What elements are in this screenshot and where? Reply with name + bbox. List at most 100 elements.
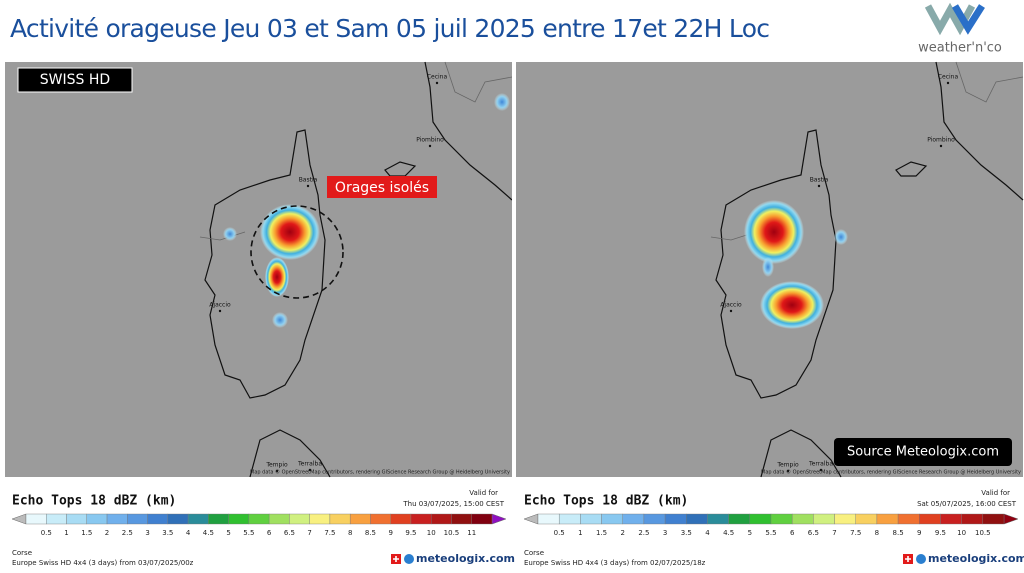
scale-label: 6.5 (284, 529, 295, 537)
cell (744, 200, 804, 264)
source: Source Meteologix.com (847, 445, 999, 460)
scale-label: 5.5 (243, 529, 254, 537)
flag-cross (905, 556, 911, 562)
annotation: Orages isolés (335, 180, 429, 196)
place-label: Terralba (297, 461, 322, 468)
scale-box (349, 513, 371, 525)
arrow (1003, 513, 1019, 525)
scale-box (940, 513, 962, 525)
scale-box (390, 513, 412, 525)
place-dot (306, 184, 310, 188)
logo-text: weather'n'co (918, 41, 1002, 56)
title: Activité orageuse Jeu 03 et Sam 05 juil … (10, 14, 770, 43)
scale-box (329, 513, 351, 525)
scale-label: 10 (957, 529, 966, 537)
scale-label: 3 (663, 529, 667, 537)
scale-label: 10.5 (975, 529, 991, 537)
cell (834, 229, 848, 245)
scale-label: 3 (145, 529, 149, 537)
divider (512, 62, 515, 477)
logo-mark (951, 4, 985, 35)
scale-label: 3.5 (681, 529, 692, 537)
place-dot (275, 469, 279, 473)
brand: meteologix.com (416, 552, 515, 565)
scale-label: 7 (832, 529, 836, 537)
legend: Echo Tops 18 dBZ (km) Valid for Thu 03/07/… (11, 489, 515, 567)
valid-label: Valid for (981, 489, 1010, 497)
scale-label: 8.5 (365, 529, 376, 537)
scale-box (147, 513, 169, 525)
scale-box (961, 513, 984, 525)
scale-label: 4.5 (723, 529, 734, 537)
scale-box (370, 513, 391, 525)
scale-label: 2.5 (638, 529, 649, 537)
place-label: Tempio (776, 462, 799, 469)
scale-box (208, 513, 229, 525)
region: Corse (524, 549, 544, 557)
scale-label: 10.5 (444, 529, 460, 537)
scale-box (66, 513, 87, 525)
scale-box (187, 513, 209, 525)
place-label: Piombino (927, 137, 955, 144)
scale-box (601, 513, 623, 525)
scale-label: 0.5 (41, 529, 52, 537)
place-dot (817, 184, 821, 188)
scale-label: 2 (620, 529, 624, 537)
place-label: Cecina (427, 74, 448, 81)
place-dot (308, 468, 312, 472)
cell (223, 227, 237, 241)
scale-label: 8.5 (893, 529, 904, 537)
scale-box (580, 513, 602, 525)
badge-box (17, 67, 133, 93)
arrow (491, 513, 507, 525)
scale-box (686, 513, 708, 525)
place-label: Cecina (938, 74, 959, 81)
scale-box (289, 513, 310, 525)
scale-box (897, 513, 920, 525)
scale-box (248, 513, 270, 525)
scale-label: 4.5 (203, 529, 214, 537)
scale-box (25, 513, 47, 525)
cell (260, 204, 320, 260)
cell (272, 312, 288, 328)
scale-label: 6 (790, 529, 795, 537)
scale-label: 9.5 (405, 529, 416, 537)
scale-label: 5.5 (765, 529, 776, 537)
scale-label: 9.5 (935, 529, 946, 537)
place-dot (435, 81, 439, 85)
scale-label: 2 (105, 529, 109, 537)
arrow (11, 513, 27, 525)
scale-label: 11 (467, 529, 476, 537)
scale-label: 1 (578, 529, 582, 537)
scale-label: 6 (267, 529, 272, 537)
map-panel: Orages isolés SWISS HD Cecina Piombino Bas… (4, 61, 513, 478)
scale-box (622, 513, 645, 525)
scale-label: 4 (705, 529, 710, 537)
attribution: Map data © OpenStreetMap contributors, r… (761, 469, 1021, 476)
source-box (834, 438, 1012, 466)
places: Cecina Piombino Bastia Ajaccio Tempio Terralb… (209, 74, 447, 473)
model: Europe Swiss HD 4x4 (3 days) from 03/07/… (12, 559, 194, 567)
highlight-circle (250, 205, 344, 299)
place-label: Piombino (416, 137, 444, 144)
scale-label: 0.5 (554, 529, 565, 537)
scale-label: 5 (748, 529, 752, 537)
scale-box (228, 513, 250, 525)
scale-box (106, 513, 128, 525)
scale-box (749, 513, 772, 525)
scale-label: 1.5 (81, 529, 92, 537)
scale-label: 8 (348, 529, 352, 537)
scale-box (728, 513, 751, 525)
scale-label: 7.5 (324, 529, 335, 537)
valid-time: Thu 03/07/2025, 15:00 CEST (402, 500, 504, 508)
scale-box (770, 513, 793, 525)
place-label: Tempio (265, 462, 288, 469)
place-dot (218, 309, 222, 313)
places: Cecina Piombino Bastia Ajaccio Tempio Terralb… (720, 74, 958, 473)
arrow (523, 513, 539, 525)
scale-box (707, 513, 729, 525)
place-dot (946, 81, 950, 85)
place-label: Ajaccio (209, 302, 231, 309)
